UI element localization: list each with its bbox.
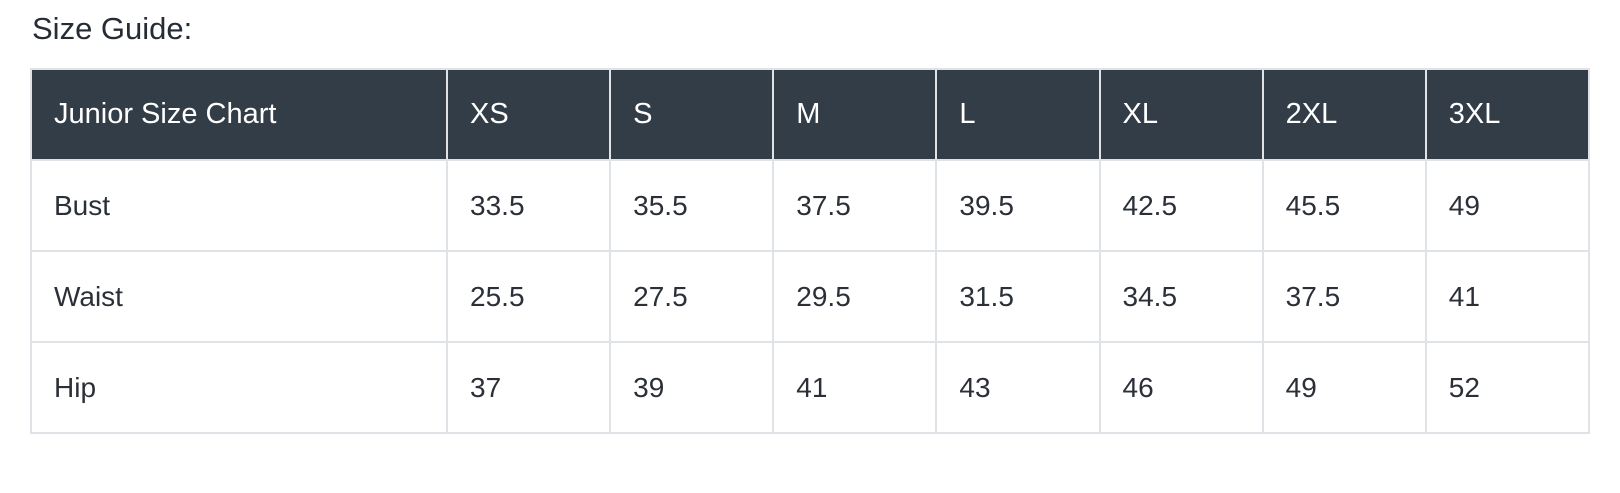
table-row-hip: Hip 37 39 41 43 46 49 52 [29, 341, 1591, 434]
cell-waist-l: 31.5 [935, 250, 1101, 343]
cell-waist-3xl: 41 [1424, 250, 1591, 343]
cell-bust-xs: 33.5 [446, 159, 612, 252]
cell-waist-xs: 25.5 [446, 250, 612, 343]
row-label-waist: Waist [29, 250, 449, 343]
junior-size-chart-table: Junior Size Chart XS S M L XL 2XL 3XL Bu… [29, 68, 1591, 434]
cell-bust-3xl: 49 [1424, 159, 1591, 252]
cell-hip-3xl: 52 [1424, 341, 1591, 434]
cell-hip-xs: 37 [446, 341, 612, 434]
cell-bust-l: 39.5 [935, 159, 1101, 252]
cell-waist-m: 29.5 [772, 250, 938, 343]
cell-bust-2xl: 45.5 [1261, 159, 1427, 252]
row-label-bust: Bust [29, 159, 449, 252]
cell-bust-m: 37.5 [772, 159, 938, 252]
header-cell-m: M [772, 68, 938, 161]
size-guide-heading: Size Guide: [32, 11, 193, 46]
cell-hip-m: 41 [772, 341, 938, 434]
cell-waist-s: 27.5 [609, 250, 775, 343]
row-label-hip: Hip [29, 341, 449, 434]
table-row-waist: Waist 25.5 27.5 29.5 31.5 34.5 37.5 41 [29, 250, 1591, 343]
cell-bust-xl: 42.5 [1098, 159, 1264, 252]
cell-hip-xl: 46 [1098, 341, 1264, 434]
cell-waist-2xl: 37.5 [1261, 250, 1427, 343]
header-cell-xs: XS [446, 68, 612, 161]
header-cell-3xl: 3XL [1424, 68, 1591, 161]
cell-bust-s: 35.5 [609, 159, 775, 252]
cell-waist-xl: 34.5 [1098, 250, 1264, 343]
cell-hip-s: 39 [609, 341, 775, 434]
table-header-row: Junior Size Chart XS S M L XL 2XL 3XL [29, 68, 1591, 161]
header-cell-l: L [935, 68, 1101, 161]
header-cell-chart-name: Junior Size Chart [29, 68, 449, 161]
header-cell-xl: XL [1098, 68, 1264, 161]
cell-hip-2xl: 49 [1261, 341, 1427, 434]
cell-hip-l: 43 [935, 341, 1101, 434]
header-cell-2xl: 2XL [1261, 68, 1427, 161]
header-cell-s: S [609, 68, 775, 161]
table-row-bust: Bust 33.5 35.5 37.5 39.5 42.5 45.5 49 [29, 159, 1591, 252]
size-guide-section: Size Guide: Junior Size Chart XS S M L X… [29, 11, 1591, 434]
